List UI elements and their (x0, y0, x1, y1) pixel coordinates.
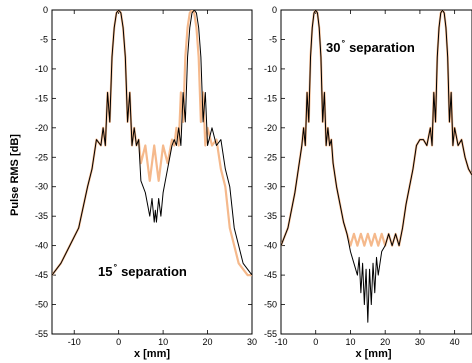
y-tick-label: -55 (35, 329, 48, 339)
y-tick-label: 0 (43, 5, 48, 15)
x-axis-label: x [mm] (134, 348, 170, 360)
y-tick-label: -5 (269, 34, 277, 44)
annotation-text: separation (121, 264, 187, 279)
x-tick-label: 40 (450, 337, 460, 347)
y-tick-label: -10 (35, 64, 48, 74)
x-tick-label: 20 (380, 337, 390, 347)
y-tick-label: -25 (35, 152, 48, 162)
y-tick-label: -50 (264, 300, 277, 310)
annotation-degree: ° (341, 38, 345, 48)
series-line-orange (52, 10, 252, 277)
y-tick-label: -25 (264, 152, 277, 162)
y-axis-label: Pulse RMS [dB] (9, 134, 21, 216)
right-chart-panel: 0-5-10-15-20-25-30-35-40-45-50-55-10 0 10 2… (264, 5, 472, 360)
x-tick-label: 0 (313, 337, 318, 347)
series-line-black (52, 10, 252, 276)
y-tick-label: -35 (35, 211, 48, 221)
y-tick-label: -40 (35, 241, 48, 251)
y-tick-label: -50 (35, 300, 48, 310)
y-tick-label: -15 (35, 93, 48, 103)
y-tick-label: -30 (264, 182, 277, 192)
x-tick-label: 10 (158, 337, 168, 347)
left-chart-panel: 0 -5 -10 -15 -20 -25 -30 -35 -40 -45 -50 -55 -10 0 10 2… (35, 5, 257, 360)
y-tick-label: -20 (264, 123, 277, 133)
separation-annotation: 15° separation (98, 262, 187, 279)
series-line-black (281, 10, 472, 323)
x-tick-label: 0 (116, 337, 121, 347)
y-tick-label: -10 (264, 64, 277, 74)
y-tick-label: -45 (264, 270, 277, 280)
x-tick-label: 20 (203, 337, 213, 347)
y-tick-label: -40 (264, 241, 277, 251)
y-tick-label: -45 (35, 270, 48, 280)
separation-annotation: 30° separation (326, 38, 415, 55)
annotation-text: separation (349, 40, 415, 55)
x-tick-label: 30 (247, 337, 257, 347)
x-tick-label: 30 (415, 337, 425, 347)
x-tick-label: 10 (345, 337, 355, 347)
y-tick-label: -5 (40, 34, 48, 44)
plot-frame (51, 9, 253, 335)
x-tick-label: -10 (274, 337, 287, 347)
annotation-number: 30 (326, 40, 340, 55)
y-tick-label: -35 (264, 211, 277, 221)
annotation-degree: ° (113, 262, 117, 272)
x-tick-label: -10 (68, 337, 81, 347)
x-axis-label: x [mm] (355, 348, 391, 360)
y-tick-label: 0 (272, 5, 277, 15)
annotation-number: 15 (98, 264, 112, 279)
plot-frame (280, 9, 472, 335)
y-tick-label: -55 (264, 329, 277, 339)
y-tick-label: -30 (35, 182, 48, 192)
y-tick-label: -15 (264, 93, 277, 103)
y-tick-label: -20 (35, 123, 48, 133)
